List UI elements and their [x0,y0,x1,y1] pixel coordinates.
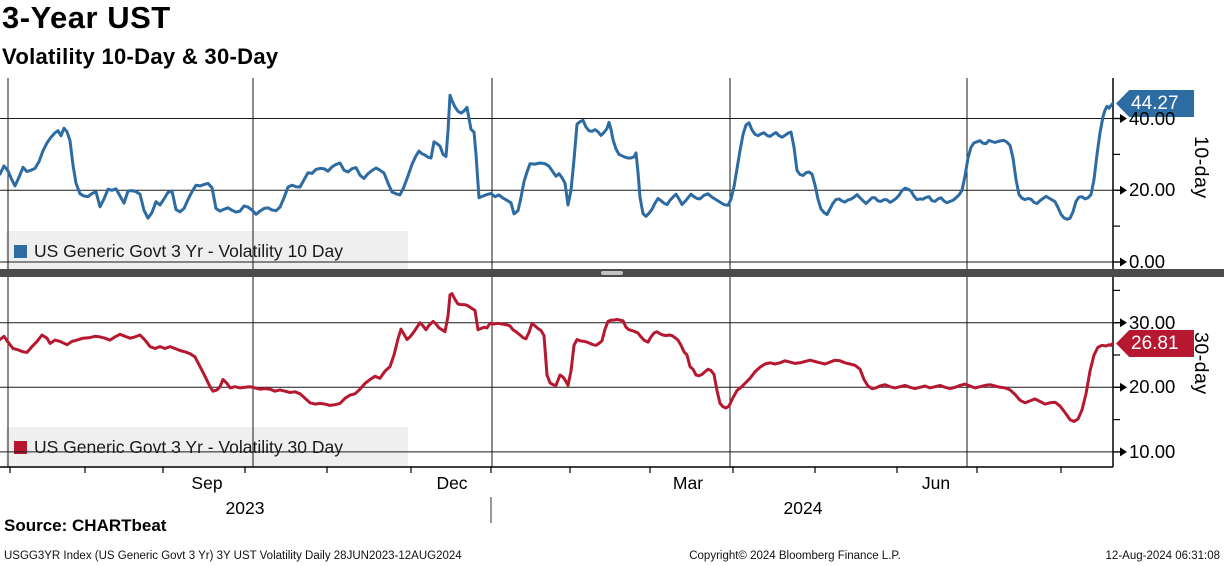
last-value-badge-10day: 44.27 [1116,90,1194,117]
source-line: Source: CHARTbeat [4,516,167,535]
last-value-badge-30day: 26.81 [1116,330,1194,357]
legend-swatch-blue-icon [14,244,27,258]
ytick-label-20: 20.00 [1129,179,1176,200]
ytick-label-20b: 20.00 [1129,376,1176,397]
yaxis-title-30day: 30-day [1190,332,1212,395]
series-line-volatility-10-day [0,93,1113,221]
ytick-arrow-icon [1120,382,1127,392]
chart-title: 3-Year UST [2,0,171,35]
footer-copyright: Copyright© 2024 Bloomberg Finance L.P. [689,550,901,562]
legend-label: US Generic Govt 3 Yr - Volatility 10 Day [34,240,343,261]
xtick-label-dec: Dec [436,473,468,493]
ytick-label-10: 10.00 [1129,441,1176,462]
ytick-label-40: 40.00 [1129,107,1176,129]
footer-ticker-info: USGG3YR Index (US Generic Govt 3 Yr) 3Y … [4,550,462,562]
chart-subtitle: Volatility 10-Day & 30-Day [2,44,279,69]
xtick-label-mar: Mar [672,473,704,493]
ytick-arrow-icon [1120,185,1127,195]
ytick-arrow-icon [1120,447,1127,457]
legend-swatch-red-icon [14,440,27,454]
xtick-label-2024: 2024 [783,498,823,518]
ytick-label-0: 0.00 [1129,251,1166,272]
legend-item-volatility-10-day[interactable]: US Generic Govt 3 Yr - Volatility 10 Day [6,231,408,271]
ytick-label-30: 30.00 [1129,311,1176,333]
yaxis-title-10day: 10-day [1190,136,1212,199]
series-line-volatility-30-day [0,292,1113,423]
ytick-arrow-icon [1120,257,1127,267]
ytick-arrow-icon [1120,318,1127,328]
ytick-arrow-icon [1120,114,1127,123]
xtick-label-sep: Sep [191,473,223,493]
xtick-label-2023: 2023 [225,498,265,518]
footer-timestamp: 12-Aug-2024 06:31:08 [1105,550,1220,562]
xtick-label-jun: Jun [921,473,951,493]
splitter-handle-icon[interactable] [601,271,623,275]
